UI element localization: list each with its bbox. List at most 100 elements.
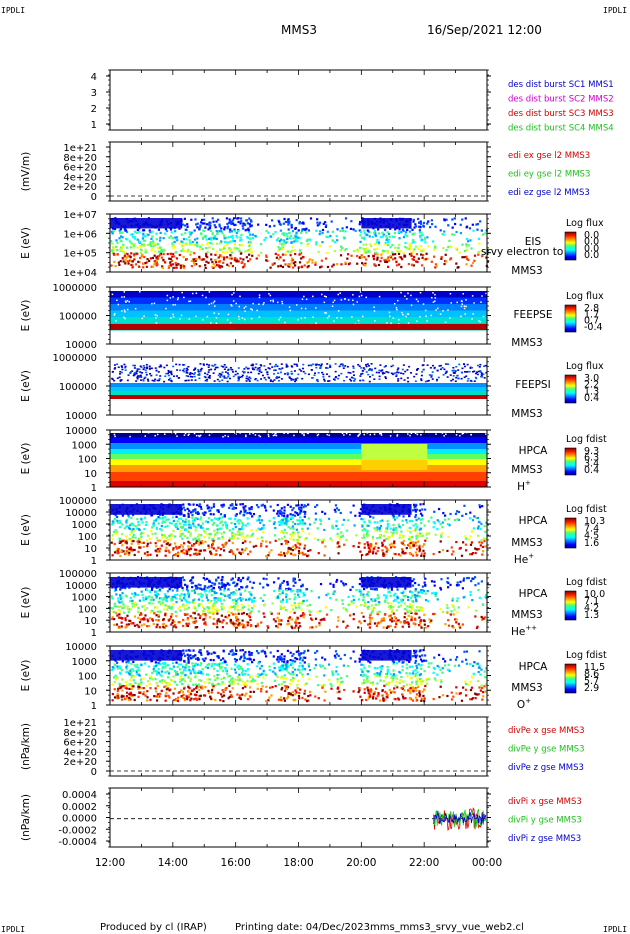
- speckle: [172, 313, 174, 316]
- energy-band: [110, 449, 487, 455]
- data-pixel: [263, 238, 266, 242]
- data-pixel: [205, 252, 208, 255]
- data-pixel: [397, 523, 400, 526]
- energy-band: [110, 304, 487, 311]
- energy-band: [110, 454, 487, 460]
- data-pixel: [145, 261, 149, 264]
- data-pixel: [289, 517, 293, 521]
- data-pixel: [230, 549, 233, 552]
- data-pixel: [277, 237, 280, 240]
- data-pixel: [289, 533, 292, 536]
- data-pixel: [115, 239, 118, 242]
- data-pixel: [119, 249, 122, 253]
- data-pixel: [306, 239, 309, 242]
- data-pixel: [178, 242, 181, 245]
- data-pixel: [248, 240, 252, 243]
- speckle: [274, 431, 277, 434]
- panel-hpca_h: Log fdist9.36.33.40.4HPCAMMS3H+110100100…: [20, 426, 607, 494]
- speckle: [480, 372, 483, 375]
- data-pixel: [298, 523, 301, 526]
- data-pixel: [299, 521, 302, 525]
- speckle: [360, 294, 363, 297]
- data-pixel: [192, 524, 196, 528]
- data-pixel: [398, 525, 401, 528]
- speckle: [359, 375, 362, 377]
- speckle: [449, 317, 451, 319]
- data-pixel: [173, 594, 177, 597]
- data-pixel: [239, 252, 243, 255]
- data-pixel: [366, 233, 369, 237]
- data-pixel: [411, 600, 414, 603]
- speckle: [187, 379, 190, 382]
- data-pixel: [419, 512, 423, 515]
- speckle: [229, 366, 232, 369]
- data-pixel: [455, 230, 458, 234]
- data-pixel: [315, 243, 318, 246]
- data-pixel: [398, 514, 401, 517]
- data-pixel: [204, 531, 207, 534]
- data-pixel: [409, 541, 412, 545]
- data-pixel: [115, 623, 119, 626]
- data-pixel: [174, 610, 177, 613]
- energy-band: [110, 310, 487, 318]
- data-pixel: [336, 239, 339, 242]
- data-pixel: [292, 262, 295, 265]
- data-pixel: [192, 509, 195, 512]
- data-pixel: [478, 506, 482, 509]
- data-pixel: [326, 251, 329, 255]
- data-pixel: [118, 263, 121, 267]
- data-pixel: [397, 252, 401, 256]
- data-pixel: [235, 503, 238, 506]
- speckle: [267, 433, 270, 436]
- data-pixel: [385, 594, 388, 597]
- data-pixel: [232, 552, 235, 555]
- data-pixel: [220, 602, 223, 605]
- data-pixel: [368, 616, 371, 619]
- data-pixel: [178, 594, 182, 597]
- data-pixel: [194, 626, 197, 629]
- data-pixel: [427, 520, 430, 523]
- data-pixel: [444, 518, 447, 521]
- data-pixel: [242, 508, 246, 511]
- data-pixel: [291, 246, 294, 249]
- speckle: [464, 313, 466, 315]
- data-pixel: [234, 517, 237, 521]
- data-pixel: [332, 583, 335, 586]
- speckle: [326, 433, 329, 436]
- data-pixel: [358, 588, 361, 592]
- speckle: [153, 302, 156, 305]
- data-pixel: [465, 549, 468, 552]
- data-pixel: [349, 614, 352, 617]
- speckle: [252, 364, 255, 366]
- speckle: [380, 434, 383, 436]
- data-pixel: [118, 541, 121, 545]
- data-pixel: [421, 256, 424, 259]
- data-pixel: [415, 503, 418, 507]
- data-pixel: [386, 548, 389, 552]
- speckle: [329, 364, 332, 367]
- speckle: [172, 296, 174, 298]
- data-pixel: [421, 545, 424, 548]
- data-pixel: [279, 553, 283, 557]
- data-pixel: [484, 251, 487, 254]
- data-pixel: [382, 626, 385, 629]
- enhanced-region: [361, 444, 428, 460]
- data-pixel: [172, 547, 175, 550]
- data-pixel: [401, 548, 404, 551]
- data-pixel: [314, 505, 317, 509]
- data-pixel: [192, 519, 195, 522]
- speckle: [293, 363, 296, 366]
- speckle: [185, 375, 188, 377]
- data-pixel: [209, 237, 213, 240]
- data-pixel: [250, 220, 253, 223]
- data-pixel: [478, 504, 481, 507]
- data-pixel: [234, 230, 237, 233]
- data-pixel: [137, 606, 140, 610]
- speckle: [363, 433, 366, 436]
- data-pixel: [406, 529, 409, 532]
- data-pixel: [397, 553, 401, 556]
- data-pixel: [222, 619, 225, 622]
- data-pixel: [154, 549, 157, 552]
- data-pixel: [160, 602, 163, 606]
- data-pixel: [166, 590, 170, 593]
